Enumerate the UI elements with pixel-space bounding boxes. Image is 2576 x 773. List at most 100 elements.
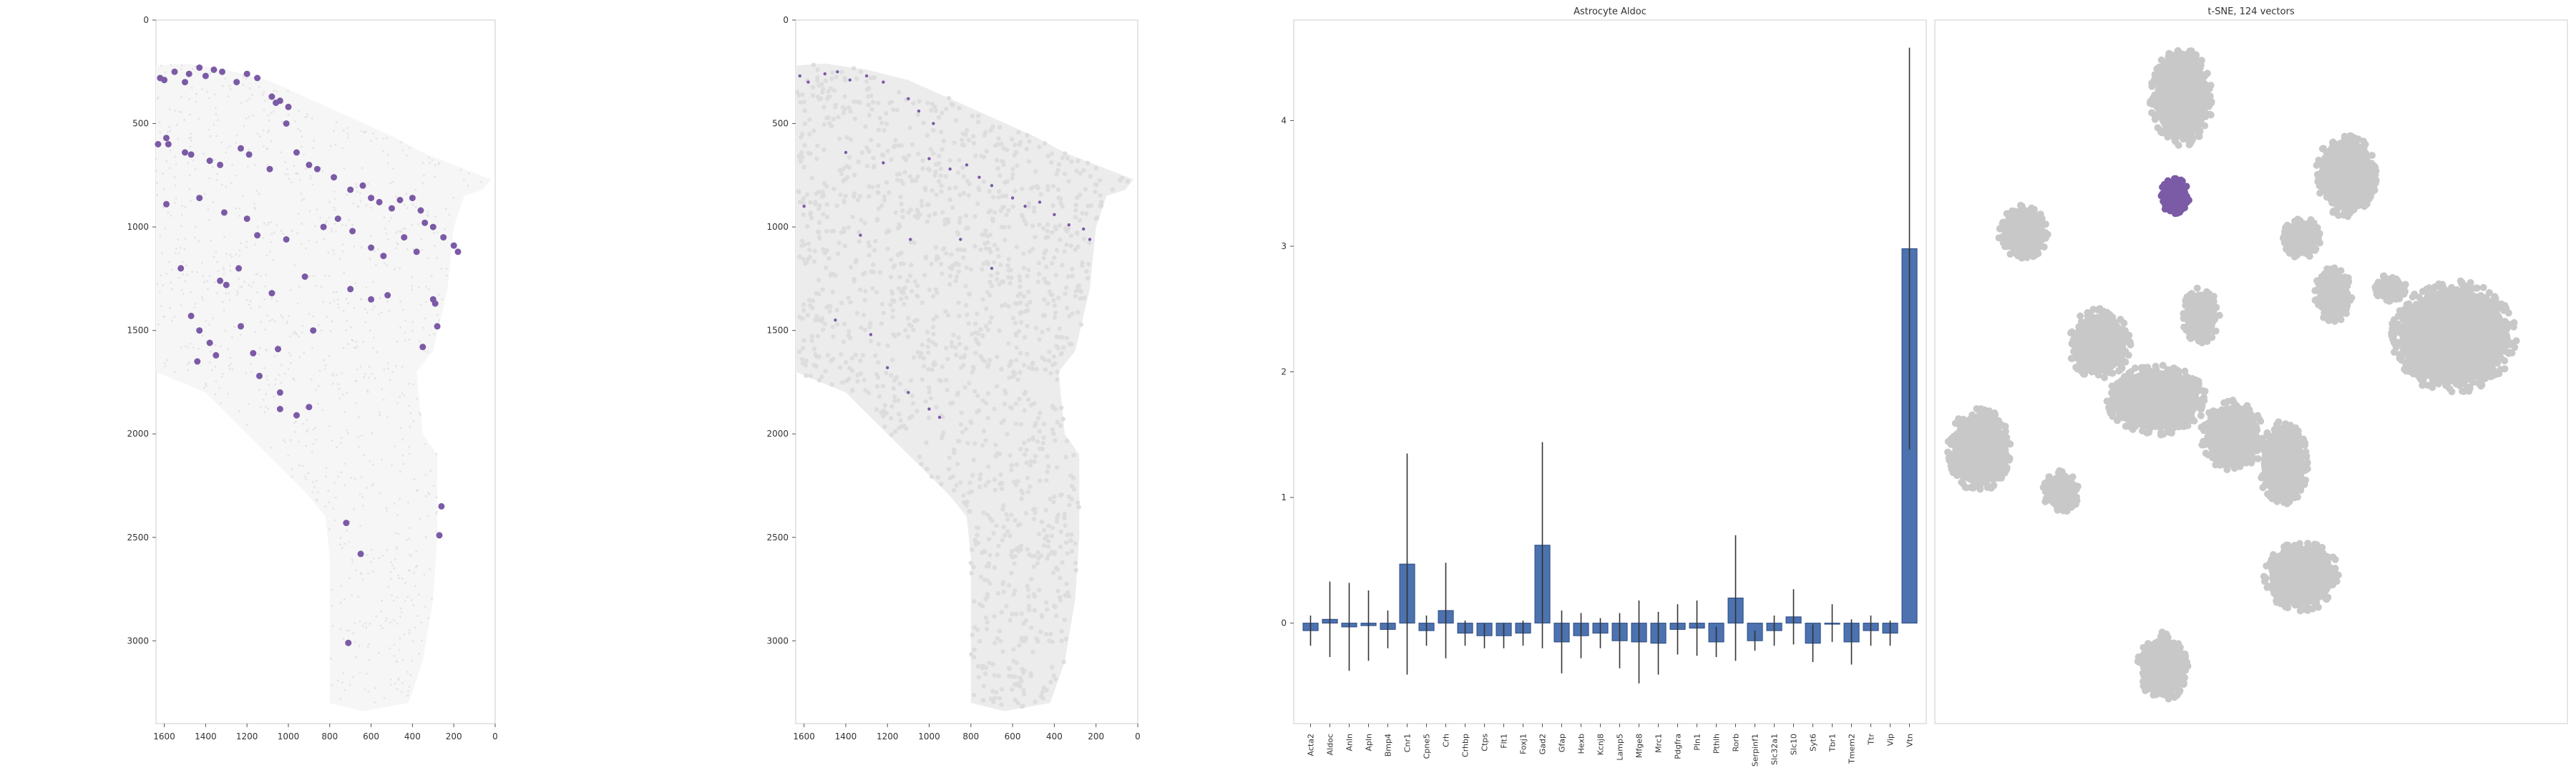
background-cell: [871, 262, 876, 268]
background-cell: [1055, 567, 1060, 573]
background-cell: [1097, 178, 1103, 183]
highlighted-cell: [389, 205, 395, 212]
background-cell: [984, 306, 989, 311]
background-cell: [225, 253, 228, 255]
background-cell: [1021, 251, 1026, 256]
background-cell: [418, 593, 420, 596]
background-cell: [419, 414, 422, 416]
background-cell: [1007, 225, 1012, 230]
background-cell: [342, 310, 345, 312]
tsne-point: [2139, 402, 2147, 410]
background-cell: [273, 232, 275, 234]
background-cell: [214, 365, 217, 368]
background-cell: [914, 409, 919, 414]
background-cell: [1037, 145, 1042, 150]
tsne-point: [2103, 397, 2111, 405]
background-cell: [846, 225, 852, 230]
background-cell: [388, 309, 391, 312]
background-cell: [823, 78, 829, 83]
tsne-point: [2334, 211, 2342, 219]
background-cell: [293, 165, 296, 167]
background-cell: [369, 623, 371, 625]
y-tick-label: 500: [772, 119, 789, 129]
background-cell: [926, 366, 931, 372]
background-cell: [184, 238, 187, 240]
background-cell: [805, 223, 810, 229]
background-cell: [328, 528, 331, 530]
background-cell: [806, 256, 811, 261]
background-cell: [411, 659, 414, 662]
background-cell: [424, 301, 427, 303]
tsne-point: [2297, 236, 2305, 244]
background-cell: [913, 178, 919, 183]
background-cell: [408, 538, 411, 540]
background-cell: [351, 223, 353, 226]
background-cell: [308, 210, 311, 213]
background-cell: [995, 247, 1000, 252]
highlighted-cell: [238, 323, 244, 330]
background-cell: [970, 633, 975, 638]
highlighted-cell: [285, 103, 292, 110]
tsne-point: [2319, 187, 2327, 195]
background-cell: [826, 115, 831, 120]
highlighted-cell: [254, 74, 261, 82]
background-cell: [228, 364, 230, 367]
tsne-point: [2124, 336, 2132, 344]
background-cell: [1026, 159, 1032, 164]
background-cell: [394, 445, 396, 447]
background-cell: [884, 111, 889, 116]
background-cell: [831, 88, 837, 93]
background-cell: [366, 554, 369, 556]
tsne-point: [2019, 225, 2027, 233]
tsne-point: [2473, 319, 2481, 327]
tsne-point: [2030, 209, 2038, 217]
background-cell: [836, 136, 842, 142]
background-cell: [359, 365, 362, 368]
background-cell: [325, 222, 327, 224]
background-cell: [890, 291, 895, 296]
background-cell: [406, 671, 409, 674]
background-cell: [307, 472, 310, 475]
background-cell: [280, 381, 283, 384]
background-cell: [958, 480, 963, 485]
background-cell: [329, 301, 331, 304]
background-cell: [861, 312, 867, 318]
tsne-point: [2115, 342, 2123, 350]
background-cell: [990, 689, 995, 694]
background-cell: [338, 258, 341, 261]
tsne-point: [2481, 351, 2489, 359]
background-cell: [811, 84, 816, 90]
background-cell: [382, 137, 385, 140]
background-cell: [339, 697, 342, 700]
tsne-point: [2428, 370, 2436, 378]
background-cell: [409, 553, 411, 556]
background-cell: [417, 223, 420, 225]
background-cell: [167, 211, 170, 214]
tsne-point: [2451, 359, 2459, 366]
highlighted-cell: [347, 186, 354, 193]
background-cell: [931, 331, 936, 336]
background-cell: [186, 273, 189, 276]
background-cell: [1014, 301, 1020, 306]
background-cell: [160, 64, 162, 67]
tsne-point: [2109, 369, 2117, 377]
background-cell: [266, 223, 269, 226]
background-cell: [917, 354, 923, 359]
background-cell: [190, 139, 192, 142]
background-cell: [301, 465, 304, 467]
tsne-point: [2366, 180, 2373, 188]
background-cell: [996, 674, 1001, 679]
background-cell: [1069, 483, 1075, 489]
background-cell: [393, 502, 396, 505]
background-cell: [924, 329, 930, 335]
background-cell: [448, 213, 451, 216]
background-cell: [975, 201, 980, 206]
tsne-point: [2193, 284, 2201, 292]
background-cell: [1045, 555, 1050, 561]
background-cell: [339, 537, 342, 539]
background-cell: [391, 464, 393, 467]
tsne-point: [2325, 152, 2333, 160]
background-cell: [191, 271, 194, 273]
background-cell: [375, 137, 378, 140]
background-cell: [824, 202, 830, 207]
